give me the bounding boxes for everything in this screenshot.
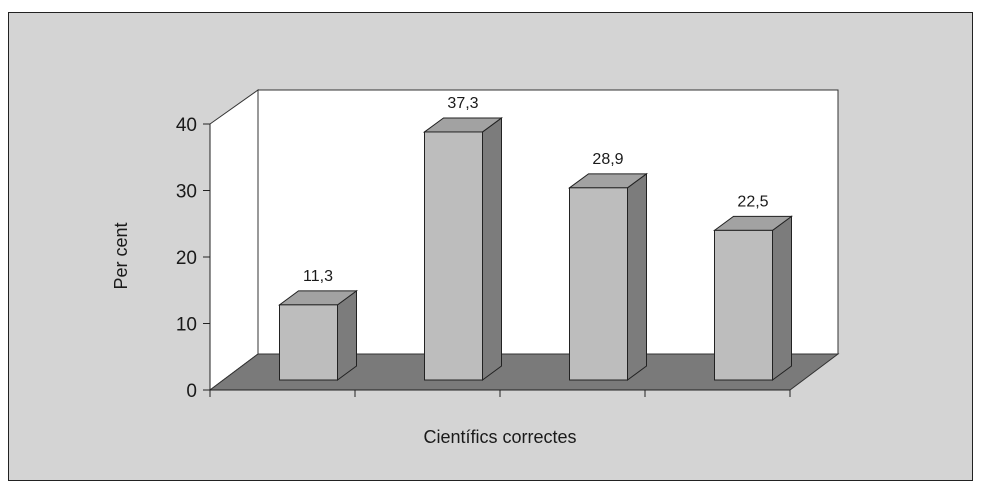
bar-side — [772, 215, 792, 381]
bar-value-label: 28,9 — [592, 151, 623, 168]
bars — [277, 116, 794, 381]
y-tick-label: 40 — [176, 115, 197, 136]
bar-side — [337, 289, 357, 381]
bar-side — [627, 172, 647, 381]
y-axis-ticks: 0 10 20 30 40 — [176, 115, 210, 402]
y-tick-label: 0 — [186, 381, 197, 402]
bar — [422, 116, 504, 381]
bar-front — [279, 304, 338, 381]
bar-side — [482, 116, 502, 381]
bar-front — [424, 131, 483, 381]
bar-front — [569, 187, 628, 381]
bar — [712, 215, 794, 381]
x-axis-title: Científics correctes — [423, 427, 576, 447]
bar-front — [714, 229, 773, 381]
y-tick-label: 10 — [176, 315, 197, 336]
bar-value-label: 11,3 — [303, 268, 333, 285]
x-axis-ticks — [209, 390, 791, 397]
plot-side-wall — [209, 89, 259, 391]
y-tick-label: 30 — [176, 182, 197, 203]
y-axis-title: Per cent — [111, 222, 131, 289]
value-labels: 11,3 37,3 28,9 22,5 — [303, 95, 769, 285]
bar — [277, 289, 359, 381]
bar-value-label: 22,5 — [737, 193, 768, 210]
bar-value-label: 37,3 — [447, 95, 478, 112]
bar — [567, 172, 649, 381]
y-tick-label: 20 — [176, 248, 197, 269]
